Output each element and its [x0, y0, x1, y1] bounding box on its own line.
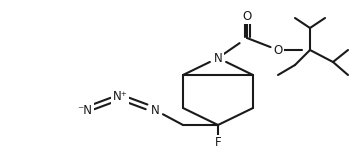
Text: ⁻N: ⁻N: [77, 103, 93, 116]
Text: O: O: [242, 10, 252, 22]
Text: N⁺: N⁺: [113, 90, 127, 103]
Text: F: F: [215, 136, 221, 149]
Text: N: N: [150, 103, 159, 116]
Text: N: N: [213, 51, 222, 65]
Text: O: O: [273, 43, 283, 57]
